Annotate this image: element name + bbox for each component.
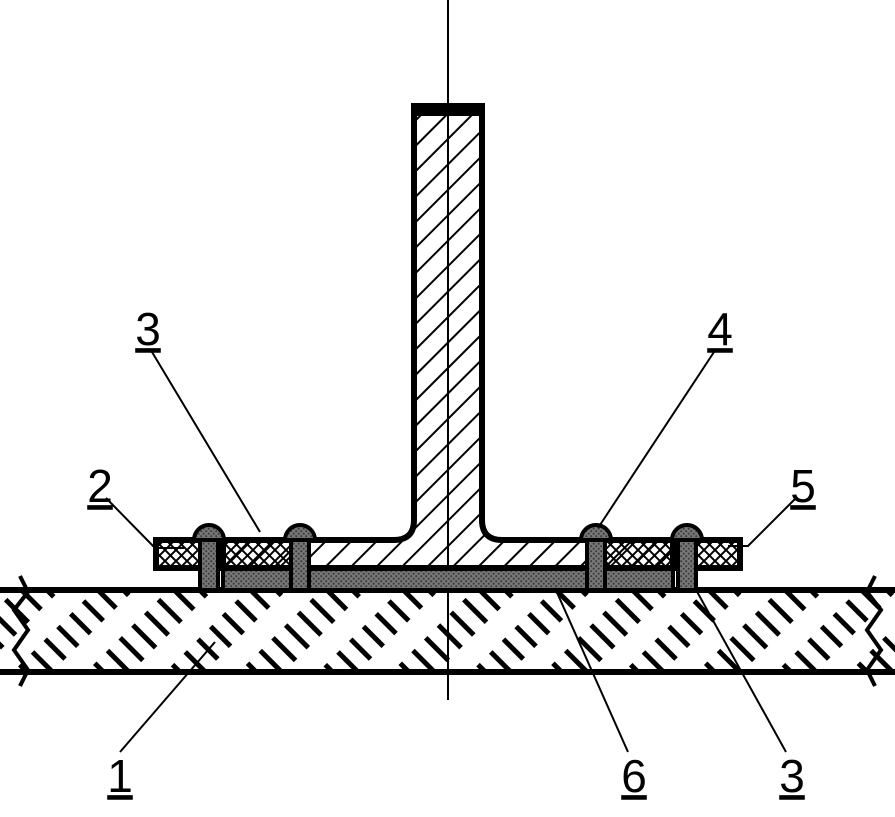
t-stem-cap: [412, 104, 484, 116]
label-3b: 3: [779, 750, 805, 802]
label-2: 2: [87, 460, 113, 512]
side-plate-right: [596, 540, 740, 568]
rivet-head-1: [194, 525, 224, 540]
rivet-head-2: [285, 525, 315, 540]
t-section: [223, 106, 673, 568]
rivet-head-4: [672, 525, 702, 540]
label-1: 1: [107, 750, 133, 802]
rivet-shaft-1: [200, 540, 218, 590]
label-6: 6: [621, 750, 647, 802]
label-5: 5: [790, 460, 816, 512]
rivet-shaft-4: [678, 540, 696, 590]
rivet-shaft-2: [291, 540, 309, 590]
label-4: 4: [707, 303, 733, 355]
leader-4: [598, 352, 714, 528]
label-3a: 3: [135, 303, 161, 355]
leader-3a: [152, 352, 260, 532]
glass-plate-hatch: [0, 590, 895, 672]
rivet-head-3: [581, 525, 611, 540]
side-plate-left: [156, 540, 300, 568]
rivet-shaft-3: [587, 540, 605, 590]
